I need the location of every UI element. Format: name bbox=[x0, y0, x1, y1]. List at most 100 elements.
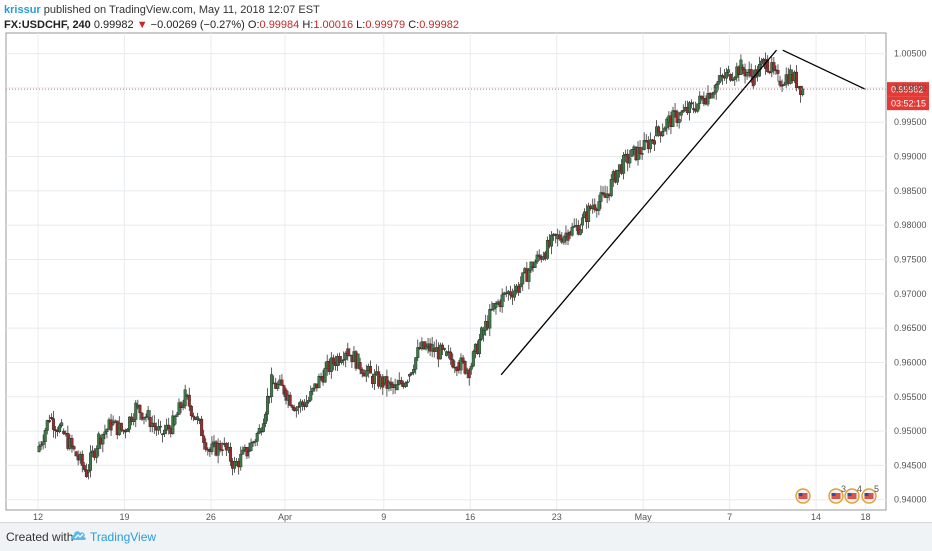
candle-body bbox=[609, 179, 613, 197]
candle-body bbox=[105, 429, 109, 433]
candle-body bbox=[720, 75, 724, 77]
candle-body bbox=[405, 381, 409, 384]
candle-body bbox=[311, 388, 315, 392]
author-name[interactable]: krissur bbox=[4, 4, 41, 16]
candle-body bbox=[776, 70, 780, 74]
x-tick-label: 9 bbox=[381, 512, 386, 522]
candle-body bbox=[103, 431, 107, 435]
candle-body bbox=[204, 442, 208, 450]
flag-stripes bbox=[798, 493, 808, 499]
candle-body bbox=[58, 425, 62, 433]
countdown-label: 03:52:15 bbox=[891, 99, 926, 109]
event-markers[interactable]: 3 4 5 bbox=[795, 484, 879, 504]
event-count: 4 bbox=[857, 484, 862, 494]
price-chart[interactable]: 0.99982 03:52:15 1.00500 1.00000 0.99500 0.9… bbox=[0, 0, 932, 522]
candle-body bbox=[638, 147, 642, 154]
us-flag-event-icon[interactable] bbox=[795, 488, 811, 504]
candle-body bbox=[109, 419, 113, 431]
us-flag-event-icon[interactable]: 5 bbox=[861, 484, 879, 504]
y-tick-label: 0.97500 bbox=[894, 254, 927, 264]
candle-body bbox=[424, 346, 428, 350]
flag-stripes bbox=[864, 493, 874, 499]
candle-body bbox=[657, 126, 661, 133]
candle-body bbox=[344, 352, 348, 360]
current-price-tag bbox=[887, 82, 929, 97]
candle-body bbox=[414, 357, 418, 370]
candle-body bbox=[196, 416, 200, 420]
candle-body bbox=[51, 418, 55, 430]
x-tick-label: 7 bbox=[727, 512, 732, 522]
y-tick-label: 0.97000 bbox=[894, 289, 927, 299]
candle-body bbox=[696, 103, 700, 112]
candle-body bbox=[144, 416, 148, 418]
candle-body bbox=[220, 449, 224, 451]
candle-body bbox=[156, 426, 160, 431]
candle-body bbox=[745, 72, 749, 77]
candle-body bbox=[712, 91, 716, 95]
flag-stripes bbox=[847, 493, 857, 499]
x-tick-label: Apr bbox=[278, 512, 292, 522]
candle-body bbox=[317, 376, 321, 389]
candle-body bbox=[794, 71, 798, 88]
symbol-name: FX:USDCHF, 240 bbox=[4, 19, 91, 31]
candle-body bbox=[648, 139, 652, 150]
created-with-text: Created with bbox=[6, 530, 74, 544]
flag-canton bbox=[864, 493, 869, 496]
candle-body bbox=[74, 451, 78, 457]
candle-body bbox=[266, 395, 270, 415]
candle-body bbox=[445, 351, 449, 356]
candle-body bbox=[187, 394, 191, 407]
y-tick-label: 1.00000 bbox=[894, 83, 927, 93]
candle-body bbox=[138, 404, 142, 414]
y-tick-label: 1.00500 bbox=[894, 49, 927, 59]
candle-body bbox=[537, 254, 541, 257]
candle-body bbox=[86, 470, 90, 473]
candle-body bbox=[387, 381, 391, 389]
us-flag-event-icon[interactable]: 4 bbox=[844, 484, 862, 504]
candle-body bbox=[239, 453, 243, 468]
candle-body bbox=[183, 389, 187, 407]
candle-body bbox=[718, 75, 722, 82]
candle-body bbox=[490, 308, 494, 311]
candle-body bbox=[305, 401, 309, 407]
last-price: 0.99982 bbox=[93, 19, 134, 31]
candle-body bbox=[782, 84, 786, 86]
candle-body bbox=[163, 429, 167, 435]
candle-body bbox=[360, 369, 364, 374]
candle-body bbox=[578, 229, 582, 235]
candle-body bbox=[681, 110, 685, 113]
candle-body bbox=[189, 405, 193, 417]
flag-canton bbox=[798, 493, 803, 496]
x-tick-label: 12 bbox=[33, 512, 43, 522]
candle-body bbox=[519, 283, 523, 288]
candle-body bbox=[461, 357, 465, 362]
candle-body bbox=[43, 430, 47, 442]
candle-body bbox=[329, 357, 333, 372]
candle-body bbox=[53, 429, 57, 431]
candle-body bbox=[459, 357, 463, 371]
candle-body bbox=[478, 339, 482, 355]
event-count: 5 bbox=[874, 484, 879, 494]
tradingview-link[interactable]: TradingView bbox=[90, 530, 157, 544]
candle-body bbox=[741, 67, 745, 70]
candle-body bbox=[463, 361, 467, 374]
candle-body bbox=[171, 415, 175, 434]
candle-body bbox=[309, 391, 313, 401]
candle-body bbox=[636, 147, 640, 161]
us-flag-event-icon[interactable]: 3 bbox=[828, 484, 846, 504]
candle-body bbox=[47, 420, 51, 423]
candle-body bbox=[760, 60, 764, 65]
candle-body bbox=[558, 234, 562, 240]
flag-stripes bbox=[831, 493, 841, 499]
candle-body bbox=[395, 384, 399, 391]
open-value: 0.99984 bbox=[259, 19, 300, 31]
candle-body bbox=[37, 445, 41, 452]
candle-body bbox=[533, 261, 537, 268]
candle-body bbox=[780, 85, 784, 87]
candle-body bbox=[70, 438, 74, 447]
candle-body bbox=[488, 309, 492, 329]
low-value: 0.99979 bbox=[365, 19, 406, 31]
candle-body bbox=[161, 433, 165, 436]
high-label: H: bbox=[302, 19, 314, 31]
current-price-label: 0.99982 bbox=[891, 85, 924, 95]
